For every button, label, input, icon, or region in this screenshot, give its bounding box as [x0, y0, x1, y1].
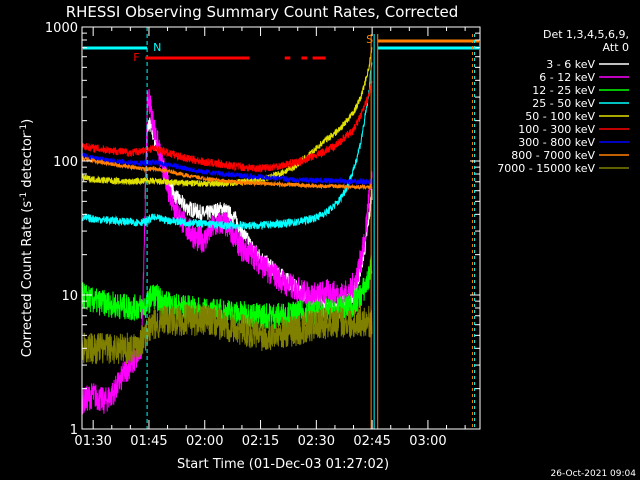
- flag-n-label: N: [153, 41, 161, 54]
- series-line-800-7000-kev: [81, 155, 373, 191]
- x-tick-label: 03:00: [409, 434, 446, 449]
- y-axis-label-end: ): [20, 119, 35, 124]
- legend-label-25-50-kev: 25 - 50 keV: [532, 97, 595, 110]
- flag-layer: N F S: [83, 27, 479, 429]
- legend-label-12-25-kev: 12 - 25 keV: [532, 84, 595, 97]
- y-tick-label: 100: [53, 155, 78, 170]
- legend-header: Det 1,3,4,5,6,9,: [543, 28, 629, 41]
- legend-label-7000-15000-kev: 7000 - 15000 keV: [497, 162, 595, 175]
- x-tick-label: 02:00: [186, 434, 223, 449]
- x-tick-label: 01:30: [74, 434, 111, 449]
- flag-f-label: F: [133, 51, 139, 64]
- x-tick-label: 02:30: [298, 434, 335, 449]
- y-axis-label-sup2: -1: [19, 124, 29, 133]
- series-line-25-50-kev: [81, 62, 373, 230]
- series-line-100-300-kev: [81, 80, 373, 173]
- legend-label-6-12-kev: 6 - 12 keV: [539, 71, 595, 84]
- series-line-300-800-kev: [81, 151, 373, 186]
- legend-label-3-6-kev: 3 - 6 keV: [546, 58, 595, 71]
- x-axis-label: Start Time (01-Dec-03 01:27:02): [177, 457, 389, 472]
- y-tick-label: 1000: [45, 21, 78, 36]
- tick-layer: 01:30 01:45 02:00 02:15 02:30 02:45 03:00 1 10 10…: [45, 21, 480, 449]
- legend-label-800-7000-kev: 800 - 7000 keV: [511, 149, 595, 162]
- y-axis-label-main: Corrected Count Rate (s: [20, 201, 35, 358]
- x-tick-label: 01:45: [130, 434, 167, 449]
- timestamp: 26-Oct-2021 09:04: [551, 469, 637, 479]
- legend-label-300-800-kev: 300 - 800 keV: [518, 136, 595, 149]
- legend-label-50-100-kev: 50 - 100 keV: [525, 110, 595, 123]
- series-line-6-12-kev: [81, 88, 373, 415]
- y-axis-label: Corrected Count Rate (s-1 detector-1): [19, 119, 35, 357]
- chart-title: RHESSI Observing Summary Count Rates, Co…: [66, 3, 459, 21]
- plot-frame: [81, 26, 481, 430]
- series-line-12-25-kev: [81, 255, 373, 329]
- legend-label-100-300-kev: 100 - 300 keV: [518, 123, 595, 136]
- y-tick-label: 1: [70, 423, 78, 438]
- legend-attenuator: Att 0: [603, 41, 629, 54]
- flag-s-label: S: [366, 33, 373, 46]
- x-tick-label: 02:15: [242, 434, 279, 449]
- x-tick-label: 02:45: [353, 434, 390, 449]
- y-tick-label: 10: [61, 289, 78, 304]
- series-line-50-100-kev: [81, 47, 373, 188]
- series-line-7000-15000-kev: [81, 304, 373, 365]
- series-layer: [81, 47, 373, 415]
- y-axis-label-sup1: -1: [19, 192, 29, 201]
- y-axis-label-mid: detector: [20, 132, 35, 192]
